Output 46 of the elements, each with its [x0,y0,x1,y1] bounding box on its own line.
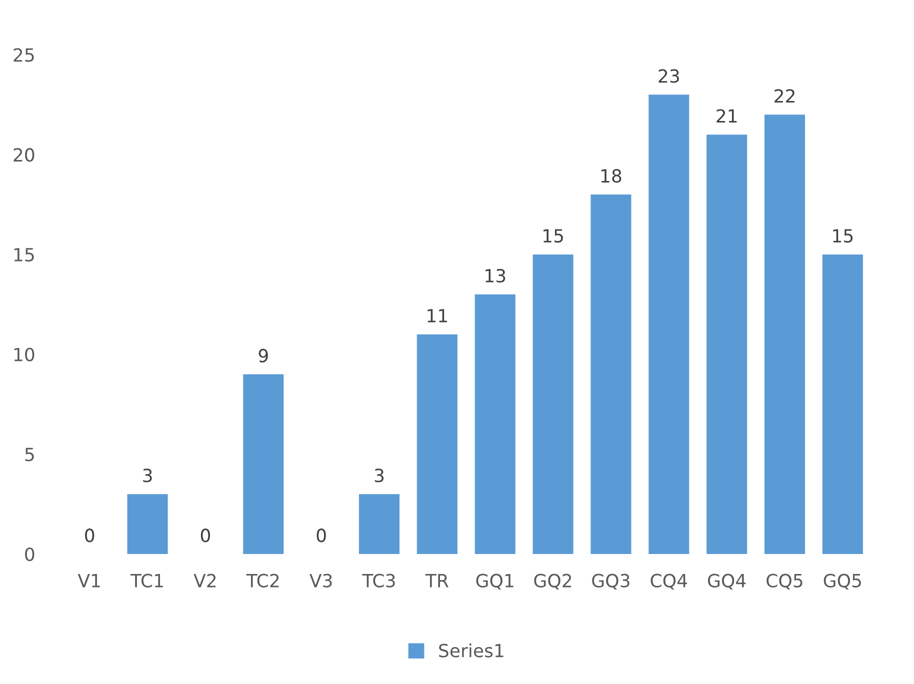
data-label: 3 [374,468,384,482]
y-tick-label: 20 [14,148,34,162]
data-label: 15 [544,229,563,243]
bar [358,494,400,554]
bar [706,134,748,554]
y-tick-label: 5 [25,448,34,462]
x-tick-label: V3 [310,574,332,588]
y-tick-label: 25 [14,48,34,62]
x-tick-label: CQ4 [650,574,688,590]
bar [764,114,806,554]
y-tick-label: 10 [14,348,34,362]
x-tick-label: TC3 [362,574,395,588]
data-label: 9 [258,348,268,362]
x-tick-label: V2 [194,574,216,588]
data-label: 18 [601,169,622,183]
x-tick-label: TC1 [130,574,163,588]
x-tick-label: GQ1 [476,574,514,590]
data-label: 15 [833,229,853,243]
data-label: 13 [486,268,506,283]
x-tick-label: CQ5 [766,574,802,590]
data-label: 0 [316,528,326,542]
legend-label: Series1 [439,643,504,658]
x-tick-label: GQ5 [824,574,861,590]
data-label: 3 [143,468,152,482]
bar [648,94,690,554]
x-tick-label: TR [425,574,448,588]
data-label: 11 [428,309,447,322]
data-label: 22 [774,89,794,103]
x-tick-label: GQ2 [534,574,572,590]
bar [416,334,458,554]
x-tick-label: GQ3 [592,574,630,590]
data-label: 0 [85,528,94,542]
x-tick-label: TC2 [246,574,279,588]
x-tick-label: GQ4 [708,574,746,590]
bar [474,294,516,554]
y-tick-label: 15 [14,248,34,262]
data-label: 21 [716,109,737,123]
bar [590,194,632,554]
x-tick-label: V1 [78,574,100,588]
y-tick-label: 0 [25,548,34,562]
data-label: 0 [200,528,210,542]
bar [532,254,574,554]
bar [243,374,284,554]
data-label: 23 [658,69,679,83]
bar [127,494,168,554]
bar [822,254,863,554]
